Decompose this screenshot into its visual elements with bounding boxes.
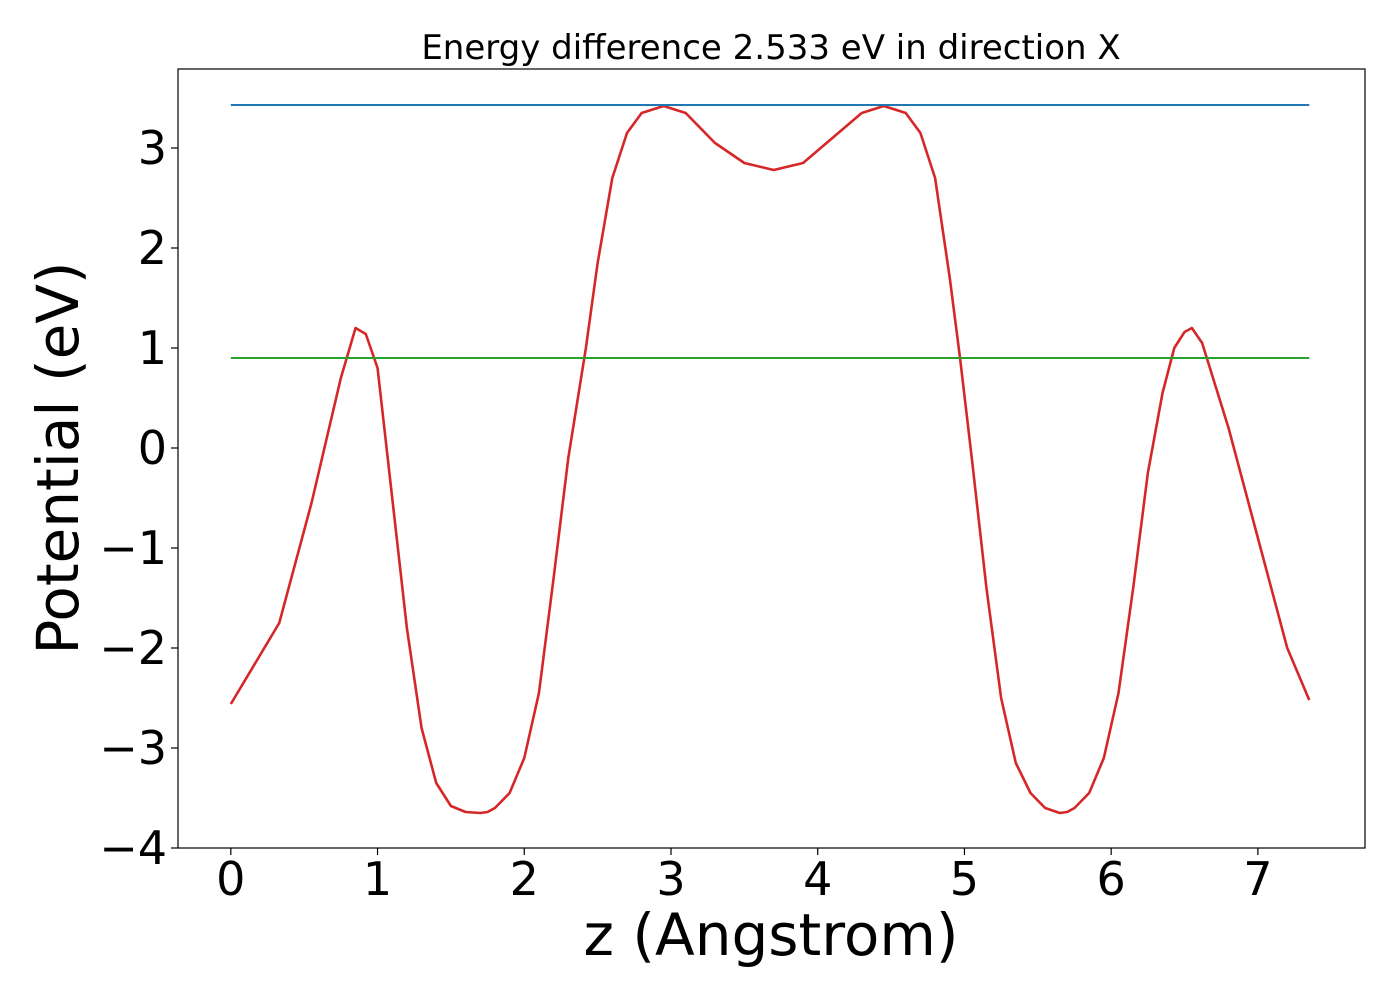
y-tick-label: −1	[99, 521, 167, 575]
y-axis-label: Potential (eV)	[24, 261, 92, 654]
x-tick-label: 4	[803, 852, 832, 906]
series-line-0	[229, 104, 1311, 815]
y-tick-label: 0	[138, 421, 167, 475]
plot-frame	[177, 68, 1366, 849]
x-tick-label: 6	[1097, 852, 1126, 906]
y-axis-ticks: −4 −3 −2 −1 0 1 2 3	[99, 121, 178, 875]
x-axis-ticks: 0 1 2 3 4 5 6 7	[216, 848, 1273, 906]
x-tick-label: 3	[656, 852, 685, 906]
y-tick-label: 3	[138, 121, 167, 175]
x-tick-label: 2	[510, 852, 539, 906]
y-tick-label: −3	[99, 721, 167, 775]
y-tick-label: −4	[99, 821, 167, 875]
x-tick-label: 5	[950, 852, 979, 906]
plot-area	[178, 69, 1365, 848]
chart-title: Energy difference 2.533 eV in direction …	[421, 28, 1120, 68]
x-tick-label: 1	[363, 852, 392, 906]
x-tick-label: 0	[216, 852, 245, 906]
x-axis-label: z (Angstrom)	[584, 901, 959, 969]
x-tick-label: 7	[1243, 852, 1272, 906]
y-tick-label: 2	[138, 221, 167, 275]
series-group	[229, 104, 1311, 815]
y-tick-label: −2	[99, 621, 167, 675]
y-tick-label: 1	[138, 321, 167, 375]
